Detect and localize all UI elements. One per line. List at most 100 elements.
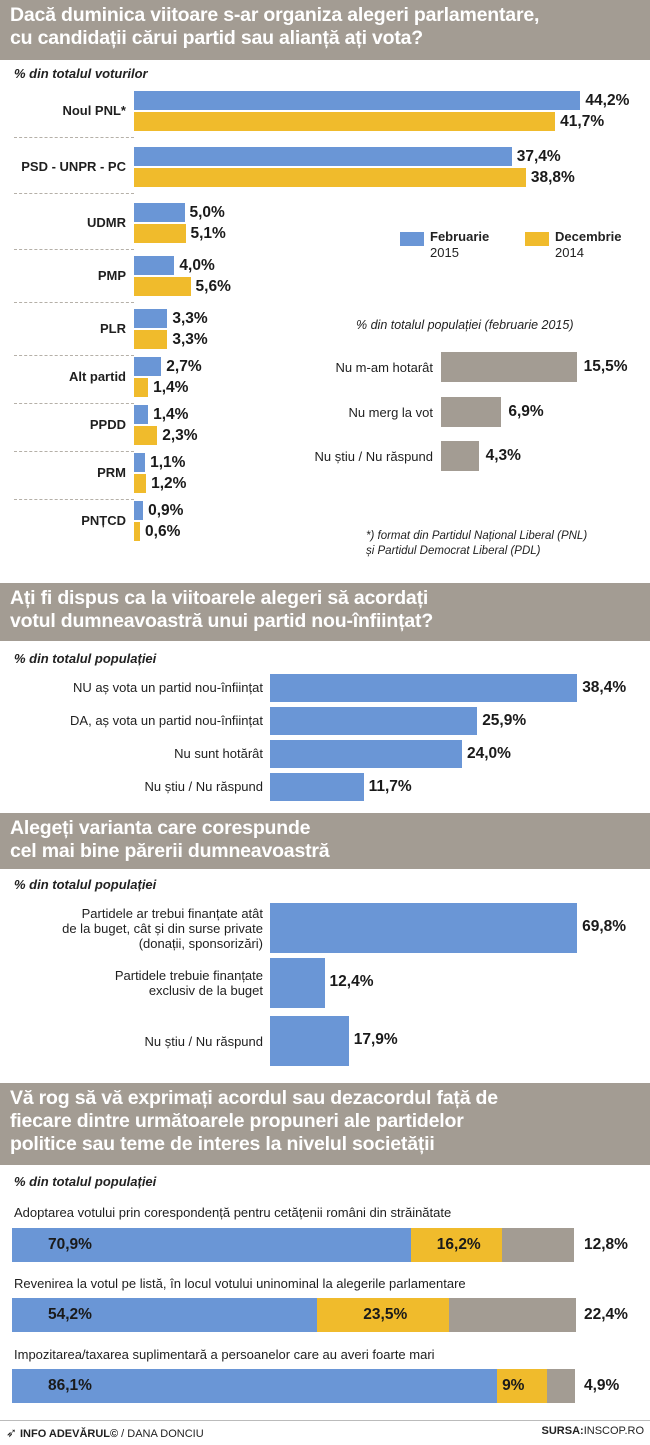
funding-bar [270,958,325,1008]
section4-title-line: fiecare dintre următoarele propuneri ale… [10,1110,464,1132]
section2-header: Ați fi dispus ca la viitoarele alegeri s… [0,583,650,641]
bar-dec [134,112,556,131]
bar-value: 2,7% [166,358,202,375]
bar-dec [134,224,186,243]
funding-bar [270,903,578,953]
bar-value: 44,2% [585,92,630,109]
bar-dec [134,277,191,296]
row-divider [14,499,134,500]
proposal-label: Revenirea la votul pe listă, în locul vo… [14,1276,466,1291]
bar-feb [134,453,146,472]
legend-feb-line: 2015 [430,245,459,260]
footer-source: SURSA:INSCOP.RO [542,1425,644,1437]
party-label: Alt partid [68,369,126,384]
legend-swatch-feb [400,232,424,246]
bar-value: 41,7% [560,113,605,130]
section2-title-line: votul dumneavoastră unui partid nou-înfi… [10,610,434,632]
funding-label-line: Partidele trebuie finanțate [114,968,263,983]
bar-dec [134,426,158,445]
legend-label-dec: Decembrie 2014 [555,229,621,261]
bar-feb [134,405,149,424]
stack-value: 23,5% [363,1306,408,1323]
section4-subtitle: % din totalul populației [14,1174,157,1189]
bar-feb [134,357,162,376]
bar-value: 5,0% [189,204,225,221]
legend-dec-line: 2014 [555,245,584,260]
stack-value: 4,9% [584,1377,620,1394]
section2-title-line: Ați fi dispus ca la viitoarele alegeri s… [10,587,429,609]
bar-value: 5,6% [195,278,231,295]
bar-value: 5,1% [190,225,226,242]
funding-label: Partidele trebuie finanțate exclusiv de l… [115,968,263,998]
section1-title-line: cu candidații cărui partid sau alianță a… [10,27,424,49]
undecided-subtitle: % din totalul populației (februarie 2015… [356,318,574,332]
newparty-bar [270,674,578,702]
section3-title-line: Alegeți varianta care corespunde [10,817,311,839]
section4-title-line: politice sau teme de interes la nivelul … [10,1133,435,1155]
legend-label-feb: Februarie 2015 [430,229,489,261]
undecided-label: Nu merg la vot [348,405,433,420]
bar-dec [134,522,141,541]
row-divider [14,451,134,452]
funding-label-line: Partidele ar trebui finanțate atât [81,905,263,921]
section1-header: Dacă duminica viitoare s-ar organiza ale… [0,0,650,60]
proposal-label: Impozitarea/taxarea suplimentară a perso… [14,1347,435,1362]
bar-value: 37,4% [516,148,561,165]
newparty-label: NU aș vota un partid nou-înființat [72,680,263,695]
undecided-bar [441,397,502,427]
bar-dec [134,330,168,349]
legend-feb-line: Februarie [430,229,490,244]
bar-dec [134,168,526,187]
bar-value: 1,1% [150,454,186,471]
bar-feb [134,91,581,110]
bar-value: 3,3% [172,331,208,348]
footer-credit: ➶ INFO ADEVĂRUL© / DANA DONCIU [6,1425,204,1441]
bar-dec [134,378,149,397]
legend-dec-line: Decembrie [555,229,622,244]
bar-feb [134,501,144,520]
party-label: PNȚCD [81,513,126,528]
stack-seg [12,1228,412,1262]
footnote-line: *) format din Partidul Național Liberal … [366,530,588,542]
eagle-icon: ➶ [6,1425,17,1440]
undecided-label: Nu știu / Nu răspund [314,449,433,464]
undecided-label: Nu m-am hotarât [335,360,433,375]
row-divider [14,355,134,356]
funding-label-line: de la buget, cât și din surse private [62,920,263,936]
undecided-bar [441,441,479,471]
bar-value: 0,9% [148,502,184,519]
bar-value: 0,6% [145,523,181,540]
bar-value: 1,4% [153,379,189,396]
newparty-value: 25,9% [482,712,527,729]
newparty-label: DA, aș vota un partid nou-înființat [70,713,263,728]
undecided-value: 6,9% [508,403,544,420]
bar-value: 38,8% [530,169,575,186]
footer-source-label: SURSA: [541,1425,584,1437]
party-label: PRM [97,465,126,480]
bar-value: 2,3% [162,427,198,444]
stack-seg [12,1298,318,1332]
section1-title-line: Dacă duminica viitoare s-ar organiza ale… [10,4,540,26]
stack-value: 70,9% [48,1236,92,1253]
row-divider [14,403,134,404]
section4-title-line: Vă rog să vă exprimați acordul sau dezac… [10,1087,498,1109]
row-divider [14,193,134,194]
undecided-bar [441,352,577,382]
stack-seg [12,1369,497,1403]
stack-seg [547,1369,575,1403]
party-label: UDMR [87,215,126,230]
newparty-bar [270,740,462,768]
funding-label-line: exclusiv de la buget [148,983,263,998]
bar-feb [134,309,168,328]
funding-label-line: Nu știu / Nu răspund [144,1033,263,1049]
newparty-value: 38,4% [582,679,627,696]
footnote-line: și Partidul Democrat Liberal (PDL) [366,545,541,557]
bar-value: 4,0% [179,257,215,274]
stack-seg [502,1228,575,1262]
party-label: PMP [97,268,126,283]
proposal-label: Adoptarea votului prin corespondență pen… [14,1205,452,1220]
section2-subtitle: % din totalul populației [14,651,157,666]
section3-title-line: cel mai bine părerii dumneavoastră [10,840,330,862]
stack-value: 54,2% [48,1306,92,1323]
bar-feb [134,256,175,275]
